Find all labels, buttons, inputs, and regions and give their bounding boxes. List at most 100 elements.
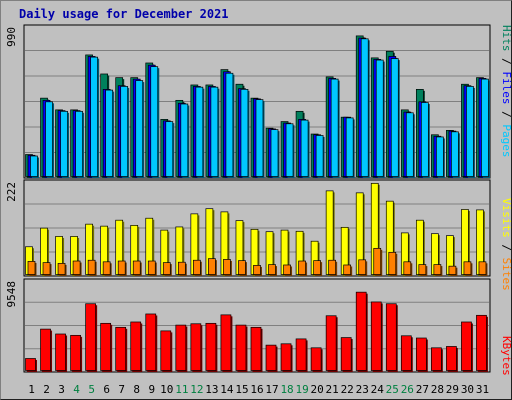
bar-kbytes-day-2 (40, 328, 51, 371)
bar-kbytes-day-7 (115, 326, 127, 371)
legend-separator: / (500, 52, 512, 72)
bar-pages-day-19 (300, 119, 309, 177)
legend-separator: / (500, 105, 512, 125)
bar-pages-day-16 (255, 99, 264, 177)
bar-sites-day-26 (403, 261, 412, 275)
bar-sites-day-16 (253, 265, 261, 275)
bar-pages-day-3 (60, 110, 68, 177)
bar-pages-day-20 (315, 135, 324, 177)
bar-kbytes-day-18 (280, 343, 292, 371)
bar-kbytes-day-23 (355, 291, 367, 371)
bar-sites-day-12 (193, 259, 201, 275)
x-tick-label-13: 13 (205, 383, 218, 396)
bar-kbytes-day-25 (385, 303, 397, 371)
x-tick-label-22: 22 (341, 383, 354, 396)
x-tick-label-8: 8 (133, 383, 140, 396)
legend-hits: Hits (500, 25, 512, 52)
y-max-label: 222 (5, 182, 18, 202)
bar-kbytes-day-11 (175, 324, 187, 371)
bar-kbytes-day-21 (325, 315, 337, 371)
bar-sites-day-3 (57, 263, 66, 275)
x-tick-label-12: 12 (190, 383, 203, 396)
bar-pages-day-11 (180, 103, 189, 177)
bar-sites-day-10 (162, 262, 171, 275)
x-tick-label-14: 14 (220, 383, 234, 396)
bar-sites-day-9 (147, 260, 156, 275)
x-tick-label-27: 27 (416, 383, 429, 396)
legend-pages: Pages (500, 124, 512, 157)
legend-sites: Sites (500, 258, 512, 291)
bar-sites-day-2 (42, 262, 51, 275)
bar-sites-day-14 (223, 259, 231, 275)
bar-kbytes-day-31 (476, 314, 487, 371)
bar-kbytes-day-14 (220, 314, 232, 371)
bar-kbytes-day-9 (145, 313, 157, 371)
x-tick-label-29: 29 (446, 383, 459, 396)
legend-hits-files-pages: Hits / Files / Pages (500, 25, 512, 158)
x-tick-label-1: 1 (28, 383, 35, 396)
bar-sites-day-23 (358, 259, 367, 275)
bar-sites-day-18 (283, 264, 291, 275)
bar-kbytes-day-16 (250, 326, 262, 371)
bar-kbytes-day-24 (370, 301, 382, 371)
bar-sites-day-22 (343, 264, 352, 275)
x-tick-label-5: 5 (88, 383, 95, 396)
bar-sites-day-25 (388, 251, 397, 275)
x-tick-label-25: 25 (386, 383, 399, 396)
bar-pages-day-24 (375, 59, 384, 177)
x-tick-label-26: 26 (401, 383, 414, 396)
bar-kbytes-day-1 (25, 358, 36, 371)
x-tick-label-16: 16 (250, 383, 263, 396)
x-tick-label-21: 21 (326, 383, 339, 396)
bar-sites-day-21 (328, 259, 336, 275)
bar-pages-day-17 (270, 129, 279, 177)
bar-sites-day-4 (72, 260, 81, 275)
bar-pages-day-6 (105, 89, 114, 177)
bar-pages-day-29 (451, 131, 459, 177)
bar-pages-day-4 (75, 110, 83, 177)
bar-kbytes-day-6 (100, 322, 112, 371)
y-max-label: 990 (5, 27, 18, 47)
bar-pages-day-25 (390, 58, 399, 177)
x-tick-label-30: 30 (461, 383, 474, 396)
x-tick-label-4: 4 (73, 383, 80, 396)
bar-pages-day-27 (420, 102, 429, 177)
bar-sites-day-29 (448, 265, 457, 275)
legend-files: Files (500, 71, 512, 104)
bar-sites-day-17 (268, 264, 276, 275)
bar-kbytes-day-10 (160, 330, 172, 371)
x-tick-label-20: 20 (311, 383, 324, 396)
x-tick-label-6: 6 (103, 383, 110, 396)
x-tick-label-28: 28 (431, 383, 444, 396)
bar-kbytes-day-26 (400, 335, 412, 371)
bar-pages-day-28 (436, 136, 444, 177)
bar-sites-day-24 (373, 247, 382, 275)
bar-kbytes-day-19 (295, 338, 307, 371)
bar-pages-day-21 (330, 78, 339, 177)
x-tick-label-19: 19 (295, 383, 308, 396)
bar-kbytes-day-22 (340, 337, 352, 371)
x-tick-label-7: 7 (118, 383, 125, 396)
bar-pages-day-5 (90, 56, 98, 177)
y-max-label: 9548 (5, 281, 18, 308)
bar-pages-day-10 (165, 121, 174, 177)
x-tick-label-3: 3 (58, 383, 65, 396)
bar-kbytes-day-29 (446, 346, 457, 371)
bar-kbytes-day-15 (235, 324, 247, 371)
bar-pages-day-22 (345, 117, 354, 177)
bar-kbytes-day-8 (130, 321, 142, 371)
bar-pages-day-1 (30, 155, 38, 177)
bar-sites-day-13 (208, 258, 216, 275)
bar-kbytes-day-28 (431, 347, 442, 371)
legend-kbytes: KBytes (500, 336, 512, 376)
bar-sites-day-11 (177, 261, 186, 275)
bar-sites-day-8 (132, 260, 141, 275)
bar-pages-day-18 (285, 123, 294, 177)
x-tick-label-23: 23 (356, 383, 369, 396)
bar-sites-day-1 (27, 261, 36, 275)
legend-visits-sites: Visits / Sites (500, 198, 512, 291)
bar-kbytes-day-12 (190, 323, 202, 371)
bar-sites-day-5 (87, 259, 96, 275)
bar-sites-day-20 (313, 260, 321, 275)
